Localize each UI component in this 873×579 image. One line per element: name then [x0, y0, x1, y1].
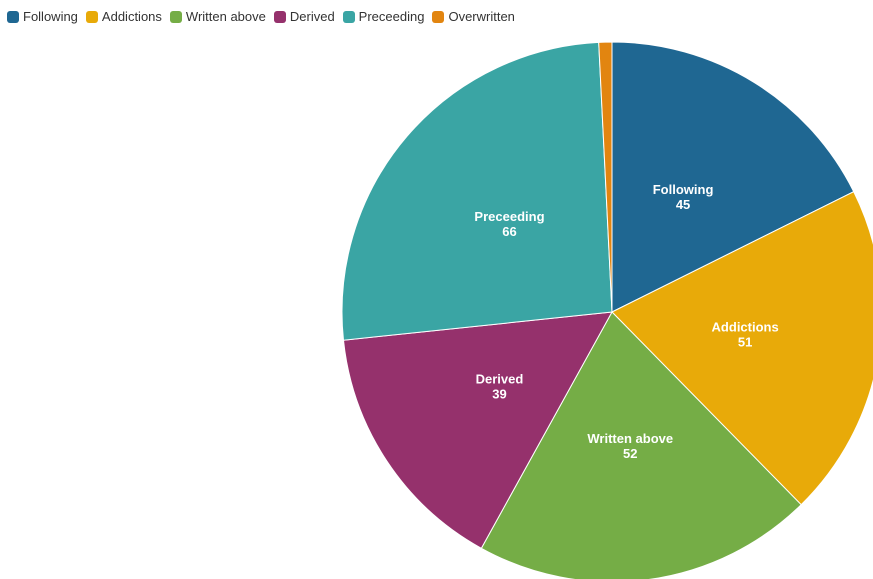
- legend-swatch: [432, 10, 445, 23]
- slice-label-name: Written above: [587, 431, 673, 446]
- legend-item[interactable]: Derived: [273, 9, 335, 24]
- slice-label: Derived 39: [476, 372, 524, 402]
- pie-slice-derived[interactable]: [342, 311, 613, 549]
- pie-slice-following[interactable]: [611, 41, 855, 313]
- legend-label: Overwritten: [448, 9, 515, 24]
- legend-item[interactable]: Written above: [169, 9, 266, 24]
- pie-slice-preceeding[interactable]: [341, 41, 613, 341]
- legend-label: Derived: [289, 9, 335, 24]
- slice-label-value: 39: [492, 387, 506, 402]
- slice-label-value: 51: [738, 334, 752, 349]
- slice-label-value: 52: [623, 446, 637, 461]
- slice-label-name: Addictions: [712, 319, 779, 334]
- legend-item[interactable]: Addictions: [85, 9, 162, 24]
- legend-item[interactable]: Overwritten: [432, 9, 515, 24]
- pie-slice-overwritten[interactable]: [598, 41, 613, 313]
- slice-label-name: Preceeding: [474, 209, 544, 224]
- chart-legend: Following Addictions Written above Derived P…: [7, 9, 523, 24]
- slice-label-value: 45: [676, 197, 690, 212]
- legend-label: Addictions: [101, 9, 162, 24]
- legend-swatch: [273, 10, 286, 23]
- legend-label: Written above: [185, 9, 266, 24]
- slice-label-name: Following: [653, 182, 714, 197]
- pie-slice-addictions[interactable]: [611, 190, 873, 506]
- legend-swatch: [7, 10, 19, 23]
- legend-item[interactable]: Following: [7, 9, 78, 24]
- slice-label-name: Derived: [476, 372, 524, 387]
- slice-label: Written above 52: [587, 431, 673, 461]
- slice-label: Preceeding 66: [474, 209, 544, 239]
- legend-label: Preceeding: [358, 9, 425, 24]
- legend-item[interactable]: Preceeding: [342, 9, 425, 24]
- legend-swatch: [85, 10, 98, 23]
- slice-label: Following 45: [653, 182, 714, 212]
- pie-slice-written-above[interactable]: [480, 311, 802, 579]
- slice-label: Addictions 51: [712, 319, 779, 349]
- legend-swatch: [169, 10, 182, 23]
- legend-label: Following: [23, 9, 78, 24]
- legend-swatch: [342, 10, 355, 23]
- slice-label-value: 66: [502, 224, 516, 239]
